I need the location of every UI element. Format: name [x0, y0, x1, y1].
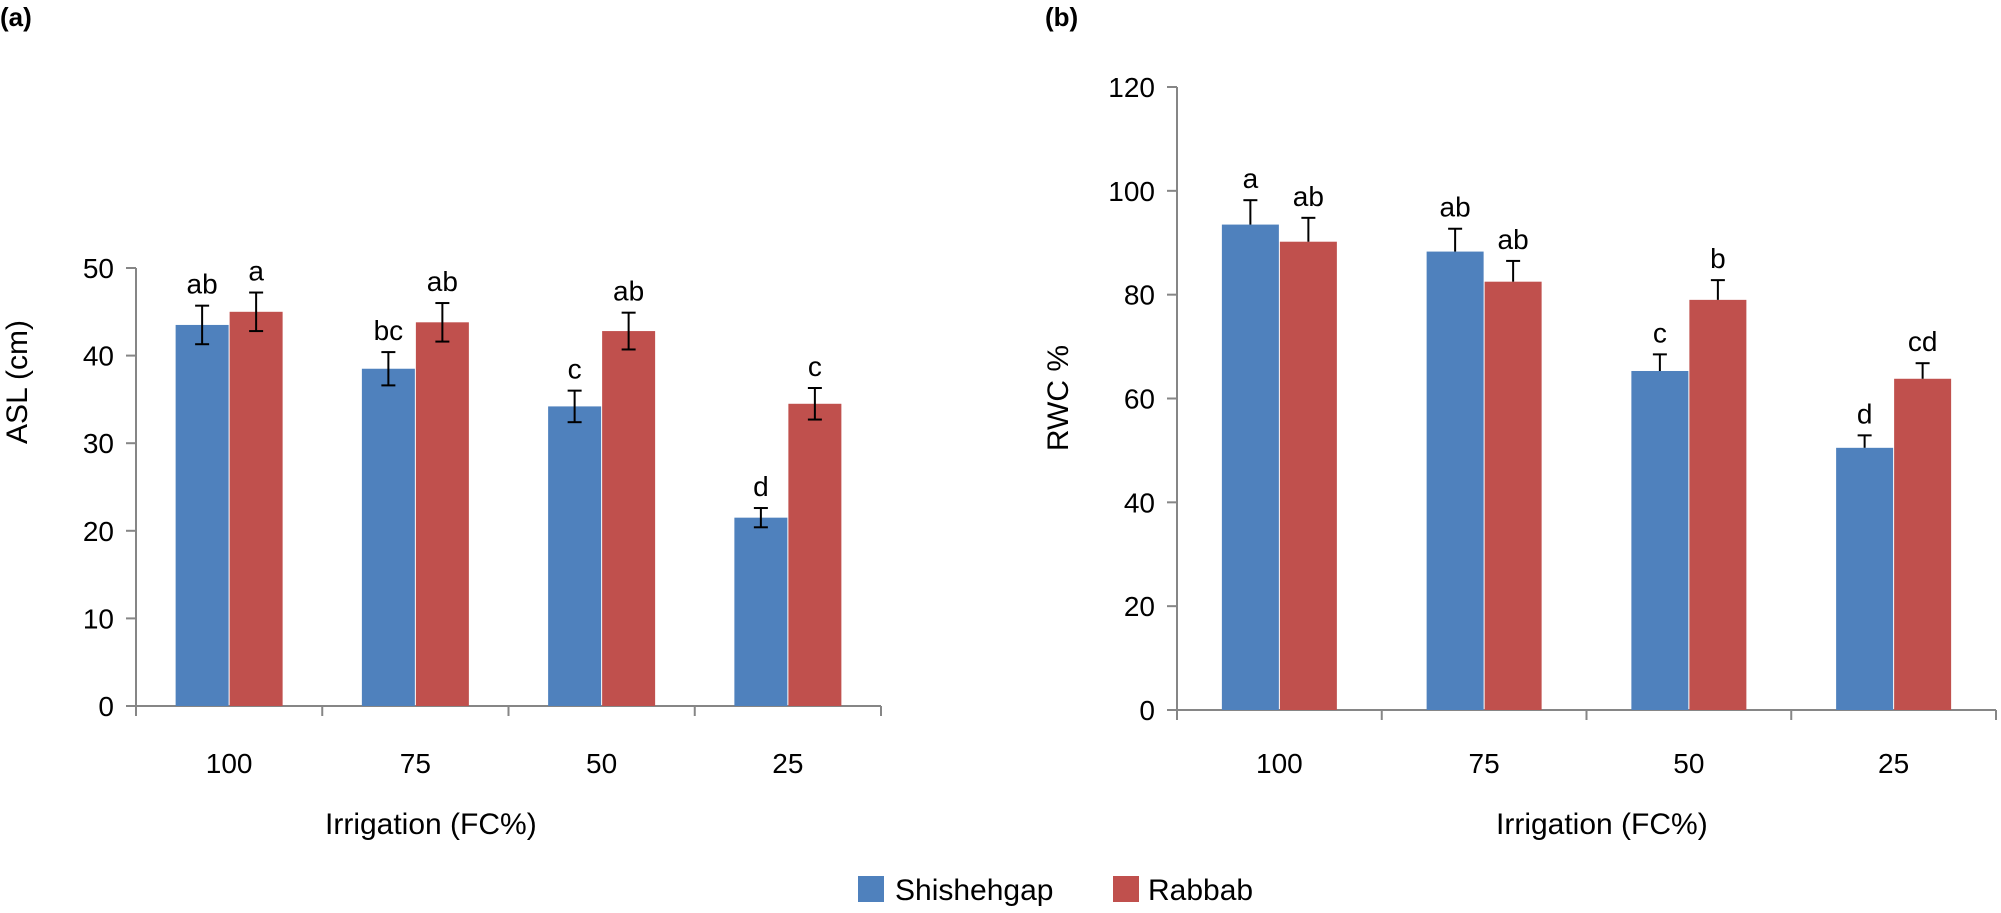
- panel-a-bar-rabbab: [602, 331, 656, 706]
- panel-b-x-tick-label: 50: [1673, 748, 1704, 779]
- panel-a-x-tick-label: 50: [586, 748, 617, 779]
- panel-b-x-tick-label: 75: [1469, 748, 1500, 779]
- panel-a-error-bar: [753, 507, 768, 529]
- legend-swatch-shishehgap: [858, 876, 884, 902]
- panel-b-error-bar: [1243, 199, 1258, 225]
- panel-a-y-tick-label: 10: [83, 603, 114, 634]
- panel-b-y-tick-label: 100: [1108, 176, 1155, 207]
- legend-swatch-rabbab: [1113, 876, 1139, 902]
- panel-a-significance-label: a: [248, 256, 264, 287]
- panel-b-error-bar: [1301, 216, 1316, 242]
- panel-a-significance-label: ab: [187, 269, 218, 300]
- panel-b-bar-rabbab: [1484, 281, 1542, 710]
- panel-b-significance-label: ab: [1498, 224, 1529, 255]
- panel-b-bar-shishehgap: [1836, 447, 1894, 710]
- panel-a-significance-label: ab: [613, 276, 644, 307]
- panel-a-y-tick-label: 50: [83, 253, 114, 284]
- panel-a-label: (a): [0, 2, 32, 32]
- panel-b-error-bar: [1710, 279, 1725, 300]
- panel-b-bar-rabbab: [1279, 241, 1337, 710]
- panel-a-bar-rabbab: [788, 403, 842, 706]
- panel-a-error-bar: [435, 302, 450, 343]
- panel-b-significance-label: c: [1653, 317, 1667, 348]
- panel-b-significance-label: cd: [1908, 326, 1938, 357]
- panel-b-x-tick-label: 25: [1878, 748, 1909, 779]
- panel-b-y-tick-label: 80: [1124, 280, 1155, 311]
- panel-a-significance-label: d: [753, 471, 769, 502]
- panel-a-bar-rabbab: [229, 311, 283, 706]
- panel-a-error-bar: [195, 304, 210, 346]
- panel-a-bar-rabbab: [415, 322, 469, 706]
- panel-b-error-bar: [1857, 434, 1872, 448]
- panel-a-y-tick-label: 30: [83, 428, 114, 459]
- panel-b-x-axis-title: Irrigation (FC%): [1496, 808, 1708, 841]
- panel-a-error-bar: [807, 387, 822, 421]
- panel-b-error-bar: [1915, 362, 1930, 379]
- panel-b-error-bar: [1506, 259, 1521, 282]
- panel-b-y-tick-label: 20: [1124, 591, 1155, 622]
- panel-a-significance-label: ab: [427, 266, 458, 297]
- panel-b-significance-label: b: [1710, 243, 1726, 274]
- legend: Shishehgap Rabbab: [858, 874, 1253, 907]
- panel-b-y-axis-title: RWC %: [1042, 345, 1075, 451]
- panel-a-error-bar: [621, 311, 636, 351]
- panel-b-bar-rabbab: [1894, 378, 1952, 710]
- panel-b-y-tick-label: 0: [1139, 695, 1155, 726]
- panel-a-error-bar: [567, 389, 582, 424]
- panel-b-bar-shishehgap: [1426, 251, 1484, 710]
- panel-b-error-bar: [1448, 227, 1463, 252]
- panel-a-y-tick-label: 20: [83, 516, 114, 547]
- panel-a-bar-shishehgap: [361, 368, 415, 706]
- panel-a-x-tick-label: 75: [400, 748, 431, 779]
- panel-a-y-tick-label: 40: [83, 341, 114, 372]
- panel-a-x-axis-title: Irrigation (FC%): [325, 808, 537, 841]
- panel-b-significance-label: ab: [1293, 181, 1324, 212]
- panel-b-bar-rabbab: [1689, 299, 1747, 710]
- legend-item-shishehgap: Shishehgap: [858, 874, 1053, 907]
- panel-b-label: (b): [1045, 2, 1078, 32]
- panel-a-significance-label: c: [568, 354, 582, 385]
- panel-a-y-tick-label: 0: [98, 691, 114, 722]
- panel-a-bar-shishehgap: [548, 406, 602, 706]
- panel-a-x-tick-label: 100: [206, 748, 253, 779]
- legend-label-rabbab: Rabbab: [1148, 874, 1253, 907]
- panel-b-y-tick-label: 40: [1124, 487, 1155, 518]
- panel-a-error-bar: [249, 291, 264, 333]
- panel-b-bar-shishehgap: [1631, 370, 1689, 710]
- panel-b-error-bar: [1652, 353, 1667, 371]
- panel-a-error-bar: [381, 351, 396, 387]
- panel-b-significance-label: ab: [1440, 192, 1471, 223]
- panel-a-significance-label: c: [808, 351, 822, 382]
- legend-item-rabbab: Rabbab: [1113, 874, 1253, 907]
- panel-b-x-tick-label: 100: [1256, 748, 1303, 779]
- panel-b-y-tick-label: 120: [1108, 72, 1155, 103]
- legend-label-shishehgap: Shishehgap: [895, 874, 1053, 907]
- panel-a-bar-shishehgap: [175, 324, 229, 706]
- panel-a-significance-label: bc: [374, 315, 404, 346]
- panel-b-bar-shishehgap: [1221, 224, 1279, 710]
- panel-a-y-axis-title: ASL (cm): [1, 320, 34, 444]
- panel-a-bar-shishehgap: [734, 517, 788, 706]
- panel-b-significance-label: a: [1243, 163, 1259, 194]
- panel-b-y-tick-label: 60: [1124, 384, 1155, 415]
- panel-a-x-tick-label: 25: [772, 748, 803, 779]
- panel-b-significance-label: d: [1857, 398, 1873, 429]
